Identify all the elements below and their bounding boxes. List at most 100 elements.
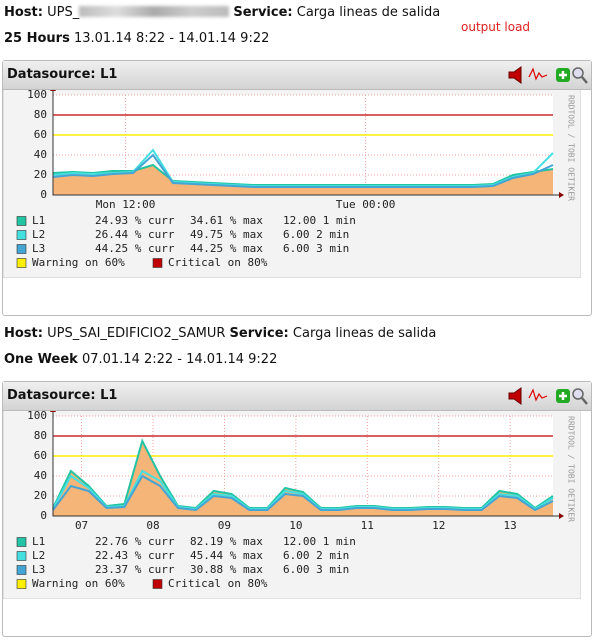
axes [52,89,561,196]
legend-swatch [16,551,27,561]
legend-critical: Critical on 80% [168,577,268,590]
datasource-title: Datasource: L1 [7,67,118,82]
legend-curr: 44.25 % curr [95,242,175,255]
area [53,441,553,516]
legend-max: 44.25 % max [190,242,263,255]
datasource-panel: Datasource: L1Statistics for Carga_linea… [2,381,592,637]
blurred-text [79,6,230,17]
y-tick-label: 20 [34,489,47,502]
series-line [52,474,554,512]
host-line: Host: UPS_SAI_EDIFICIO2_SAMUR Service: C… [4,326,436,341]
legend-swatch [16,244,27,254]
period-line: One Week 07.01.14 2:22 - 14.01.14 9:22 [4,352,277,367]
legend-curr: 23.37 % curr [95,563,175,576]
x-tick-label: Mon 12:00 [96,198,156,211]
datasource-panel: Datasource: L1Statistics for Carga_linea… [2,60,592,316]
legend-name: L3 [32,242,45,255]
icon-alert[interactable] [508,66,522,84]
legend-max: 30.88 % max [190,563,263,576]
legend-step: 12.00 1 min [283,535,356,548]
graph: Statistics for Carga_lineas_de_salida on… [2,381,582,600]
legend-step: 6.00 3 min [283,242,349,255]
y-tick-label: 80 [34,429,47,442]
legend-swatch [16,216,27,226]
legend-swatch [16,537,27,547]
legend-max: 82.19 % max [190,535,263,548]
host-label: Host: [4,326,43,341]
panel-header: Datasource: L1 [3,61,591,90]
y-tick-label: 100 [27,88,47,101]
y-tick-label: 60 [34,449,47,462]
legend-name: L1 [32,214,45,227]
icon-alert[interactable] [508,387,522,405]
legend-step: 12.00 1 min [283,214,356,227]
legend-max: 45.44 % max [190,549,263,562]
y-tick-label: 60 [34,128,47,141]
legend-step: 6.00 2 min [283,549,349,562]
x-tick-label: Tue 00:00 [336,198,396,211]
axes [52,410,561,517]
panel-header: Datasource: L1 [3,382,591,411]
side-text: RRDTOOL / TOBI OETIKER [567,416,576,522]
y-tick-label: 20 [34,168,47,181]
legend-curr: 24.93 % curr [95,214,175,227]
service-label: Service: [233,5,293,20]
icon-zoom[interactable] [572,67,584,79]
legend-swatch [152,579,163,589]
legend-swatch [16,258,27,268]
service-label: Service: [229,326,289,341]
legend-name: L1 [32,535,45,548]
legend-step: 6.00 3 min [283,563,349,576]
annotation: output load [461,20,531,34]
side-text: RRDTOOL / TOBI OETIKER [567,95,576,201]
icon-graph[interactable] [528,67,548,81]
datasource-title: Datasource: L1 [7,388,118,403]
y-tick-label: 40 [34,148,47,161]
y-tick-label: 0 [40,188,47,201]
legend-swatch [16,230,27,240]
y-tick-label: 100 [27,409,47,422]
toolbar-icons [508,387,588,405]
section: Host: UPS_SAI_EDIFICIO2_SAMUR Service: C… [0,321,596,642]
x-tick-label: 08 [146,519,159,532]
series-line [52,153,554,188]
period: 25 Hours [4,31,70,46]
service-name: Carga lineas de salida [296,5,441,20]
y-tick-label: 80 [34,108,47,121]
legend-warning: Warning on 60% [32,256,125,269]
legend-critical: Critical on 80% [168,256,268,269]
toolbar-icons [508,66,588,84]
host-name: UPS_SAI_EDIFICIO2_SAMUR [47,326,226,341]
icon-graph[interactable] [528,388,548,402]
legend-name: L2 [32,228,45,241]
x-tick-label: 10 [289,519,302,532]
host-label: Host: [4,5,43,20]
legend-max: 34.61 % max [190,214,263,227]
x-tick-label: 12 [432,519,445,532]
x-tick-label: 07 [75,519,88,532]
legend-max: 49.75 % max [190,228,263,241]
legend-swatch [152,258,163,268]
legend-curr: 26.44 % curr [95,228,175,241]
host-name: UPS_ [47,5,80,20]
x-tick-label: 11 [361,519,374,532]
legend-curr: 22.76 % curr [95,535,175,548]
y-tick-label: 40 [34,469,47,482]
time-range: 07.01.14 2:22 - 14.01.14 9:22 [81,352,278,367]
legend-warning: Warning on 60% [32,577,125,590]
legend-step: 6.00 2 min [283,228,349,241]
legend-curr: 22.43 % curr [95,549,175,562]
y-tick-label: 0 [40,509,47,522]
legend-name: L2 [32,549,45,562]
icon-zoom[interactable] [572,388,584,400]
legend-swatch [16,579,27,589]
x-tick-label: 09 [218,519,231,532]
section: Host: UPS_ Service: Carga lineas de sali… [0,0,596,321]
service-name: Carga lineas de salida [292,326,437,341]
legend-swatch [16,565,27,575]
period-line: 25 Hours 13.01.14 8:22 - 14.01.14 9:22 [4,31,269,46]
legend-name: L3 [32,563,45,576]
x-tick-label: 13 [504,519,517,532]
host-line: Host: UPS_ Service: Carga lineas de sali… [4,5,440,20]
